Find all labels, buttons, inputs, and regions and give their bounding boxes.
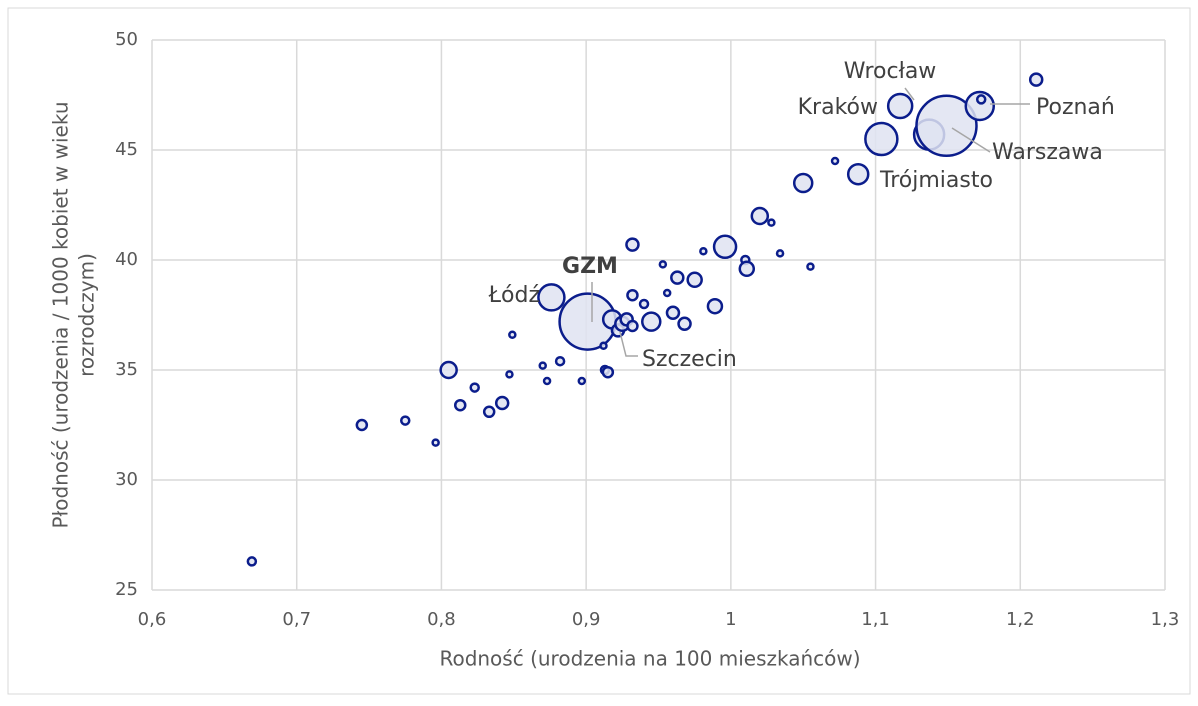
annotation: Warszawa bbox=[992, 140, 1103, 165]
bubble bbox=[641, 311, 662, 332]
bubble bbox=[439, 360, 458, 380]
bubble bbox=[542, 376, 552, 386]
bubble bbox=[792, 172, 814, 194]
bubble bbox=[538, 361, 547, 370]
bubble bbox=[662, 288, 672, 298]
bubble bbox=[806, 262, 815, 271]
bubble bbox=[453, 398, 467, 412]
bubble bbox=[577, 376, 587, 386]
bubble bbox=[864, 121, 899, 157]
bubble bbox=[658, 260, 668, 269]
x-axis-label: Rodność (urodzenia na 100 mieszkańców) bbox=[439, 647, 860, 671]
x-tick-label: 1 bbox=[725, 609, 736, 630]
bubble bbox=[686, 271, 703, 289]
bubble bbox=[431, 438, 440, 447]
y-tick-label: 40 bbox=[115, 249, 138, 270]
bubble bbox=[554, 355, 566, 367]
bubble bbox=[494, 395, 510, 411]
bubble bbox=[915, 94, 978, 158]
y-tick-label: 45 bbox=[115, 139, 138, 160]
bubble bbox=[706, 297, 724, 315]
annotation: Łódź bbox=[488, 283, 540, 308]
leader-line bbox=[619, 331, 638, 357]
x-tick-label: 0,8 bbox=[427, 609, 456, 630]
annotation: Szczecin bbox=[642, 347, 737, 372]
annotation: Kraków bbox=[798, 95, 878, 120]
bubble bbox=[750, 206, 770, 226]
y-tick-label: 30 bbox=[115, 469, 138, 490]
x-tick-label: 0,7 bbox=[282, 609, 311, 630]
bubble bbox=[246, 556, 258, 567]
bubble bbox=[846, 162, 870, 186]
bubble bbox=[625, 237, 640, 252]
bubble bbox=[712, 234, 738, 260]
bubble bbox=[508, 330, 517, 340]
bubble bbox=[601, 365, 615, 379]
annotation: Wrocław bbox=[844, 59, 937, 84]
bubble bbox=[665, 305, 681, 321]
annotation: Poznań bbox=[1036, 95, 1115, 120]
leader-line bbox=[904, 87, 915, 101]
bubble bbox=[537, 283, 566, 312]
x-tick-label: 1,2 bbox=[1006, 609, 1035, 630]
y-tick-label: 35 bbox=[115, 359, 138, 380]
bubble bbox=[964, 90, 996, 122]
bubble bbox=[670, 270, 685, 285]
bubble bbox=[400, 415, 411, 426]
y-axis-label: rozrodczym) bbox=[75, 253, 99, 377]
x-tick-label: 0,6 bbox=[138, 609, 167, 630]
y-axis-label: Płodność (urodzenia / 1000 kobiet w wiek… bbox=[49, 102, 73, 529]
bubble bbox=[482, 405, 496, 419]
bubble bbox=[830, 156, 840, 166]
chart-frame bbox=[7, 7, 1191, 695]
annotation: GZM bbox=[562, 254, 618, 279]
x-tick-label: 0,9 bbox=[572, 609, 601, 630]
bubble bbox=[505, 370, 514, 379]
bubble bbox=[775, 249, 785, 258]
bubble bbox=[355, 418, 369, 432]
y-tick-label: 50 bbox=[115, 29, 138, 50]
annotation: Trójmiasto bbox=[879, 168, 993, 193]
x-tick-label: 1,1 bbox=[861, 609, 890, 630]
bubble bbox=[626, 288, 639, 302]
bubble bbox=[767, 218, 776, 227]
bubble bbox=[638, 298, 650, 310]
bubble bbox=[738, 260, 756, 278]
bubble bbox=[1028, 72, 1044, 87]
bubble bbox=[677, 316, 692, 332]
bubble bbox=[599, 341, 608, 351]
bubble bbox=[469, 382, 480, 393]
bubble bbox=[626, 319, 639, 333]
bubble bbox=[975, 94, 987, 105]
bubble bbox=[886, 92, 914, 120]
x-tick-label: 1,3 bbox=[1151, 609, 1180, 630]
leader-line bbox=[951, 127, 991, 153]
bubble bbox=[699, 246, 708, 256]
y-tick-label: 25 bbox=[115, 579, 138, 600]
